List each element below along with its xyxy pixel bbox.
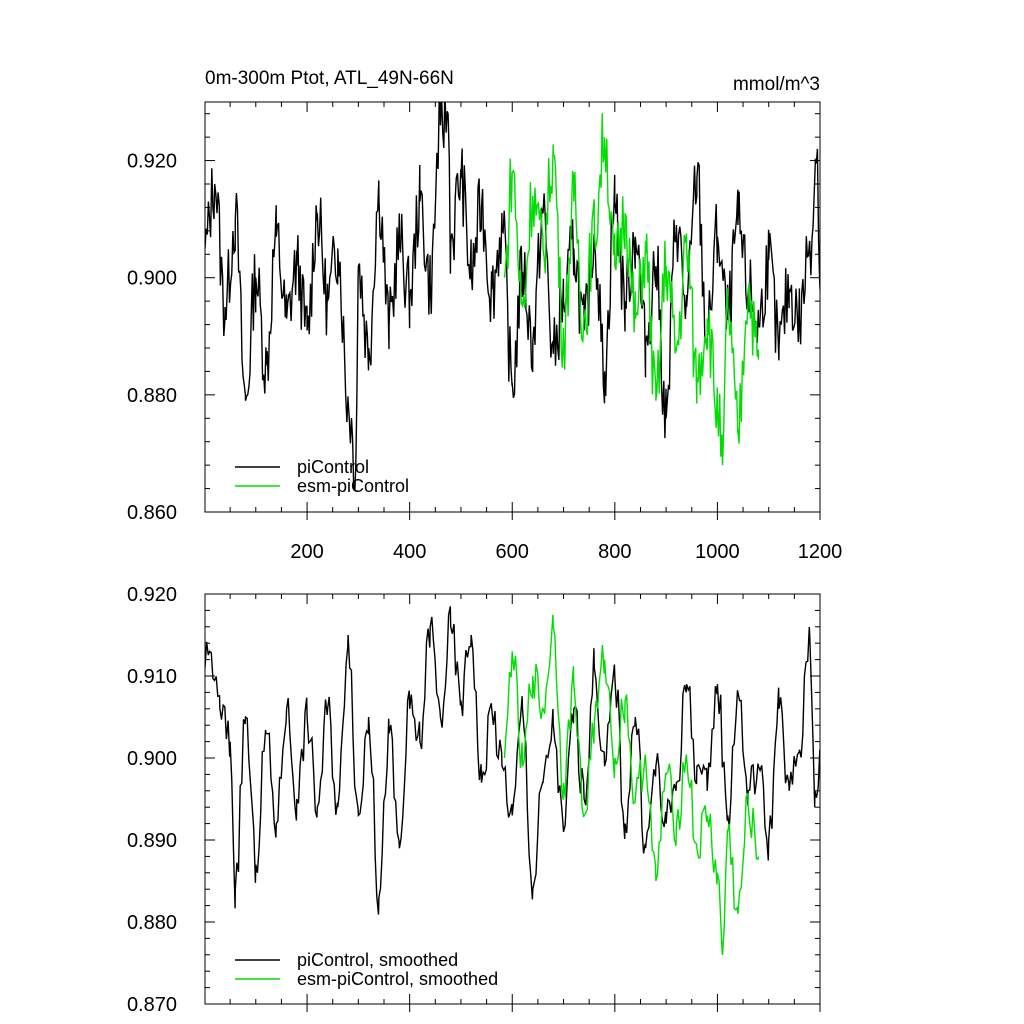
y-tick-label: 0.870 bbox=[127, 994, 177, 1016]
y-tick-label: 0.910 bbox=[127, 666, 177, 688]
top-panel: 0.860 0.880 0.900 0.920 200 400 600 800 1000 1200… bbox=[127, 68, 842, 563]
y-tick-label: 0.920 bbox=[127, 584, 177, 606]
legend-label: piControl, smoothed bbox=[297, 950, 458, 970]
legend-label: esm-piControl, smoothed bbox=[297, 969, 498, 989]
y-tick-label: 0.920 bbox=[127, 151, 177, 173]
x-tick-label: 1000 bbox=[695, 541, 740, 563]
series-line-picontrol bbox=[205, 102, 820, 493]
y-tick-label: 0.880 bbox=[127, 912, 177, 934]
legend-label: piControl bbox=[297, 457, 369, 477]
series-line-picontrol bbox=[205, 606, 820, 915]
x-tick-label: 1200 bbox=[798, 541, 843, 563]
y-tick-label: 0.890 bbox=[127, 830, 177, 852]
x-tick-label: 400 bbox=[393, 541, 426, 563]
series-line-esm-picontrol bbox=[503, 614, 760, 955]
units-label: mmol/m^3 bbox=[733, 74, 820, 95]
chart-title: 0m-300m Ptot, ATL_49N-66N bbox=[205, 68, 454, 89]
bottom-panel: 0.870 0.880 0.890 0.900 0.910 0.920 piControl,… bbox=[127, 584, 821, 1016]
y-tick-label: 0.880 bbox=[127, 385, 177, 407]
y-tick-label: 0.860 bbox=[127, 502, 177, 524]
x-tick-label: 800 bbox=[598, 541, 631, 563]
x-tick-label: 600 bbox=[496, 541, 529, 563]
series-line-esm-picontrol bbox=[503, 113, 760, 466]
y-tick-label: 0.900 bbox=[127, 748, 177, 770]
legend-label: esm-piControl bbox=[297, 476, 409, 496]
x-tick-label: 200 bbox=[290, 541, 323, 563]
y-tick-label: 0.900 bbox=[127, 268, 177, 290]
